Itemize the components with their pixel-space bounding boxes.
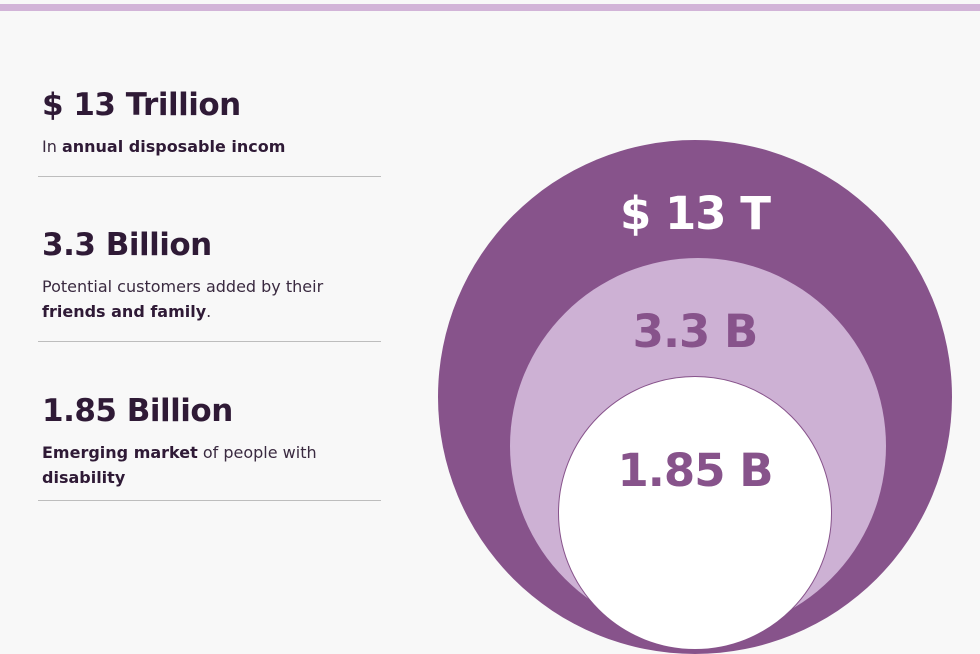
divider [38, 500, 381, 501]
top-accent-bar [0, 4, 980, 11]
middle-circle-label: 3.3 B [632, 305, 759, 358]
stat-desc-bold: friends and family [42, 302, 207, 321]
stat-desc-bold: Emerging market [42, 443, 198, 462]
inner-circle [558, 376, 832, 650]
divider [38, 176, 381, 177]
stat-description: Emerging market of people with disabilit… [42, 440, 382, 490]
stat-desc-text: In [42, 137, 62, 156]
stat-title: 3.3 Billion [42, 227, 212, 263]
stat-emerging-market: 1.85 Billion Emerging market of people w… [42, 392, 382, 490]
stat-desc-bold: disability [42, 468, 126, 487]
stat-description: In annual disposable incom [42, 134, 382, 159]
stat-title: $ 13 Trillion [42, 87, 241, 123]
outer-circle-label: $ 13 T [620, 187, 771, 240]
divider [38, 341, 381, 342]
stat-title: 1.85 Billion [42, 393, 233, 429]
stat-desc-text: of people with [197, 443, 317, 462]
stat-desc-text: Potential customers added by their [42, 277, 324, 296]
stat-annual-income: $ 13 Trillion In annual disposable incom [42, 86, 382, 159]
stat-description: Potential customers added by their frien… [42, 274, 382, 324]
stat-friends-family: 3.3 Billion Potential customers added by… [42, 226, 382, 324]
stat-desc-text: . [206, 302, 212, 321]
inner-circle-label: 1.85 B [617, 444, 774, 497]
stat-desc-bold: annual disposable incom [61, 137, 286, 156]
